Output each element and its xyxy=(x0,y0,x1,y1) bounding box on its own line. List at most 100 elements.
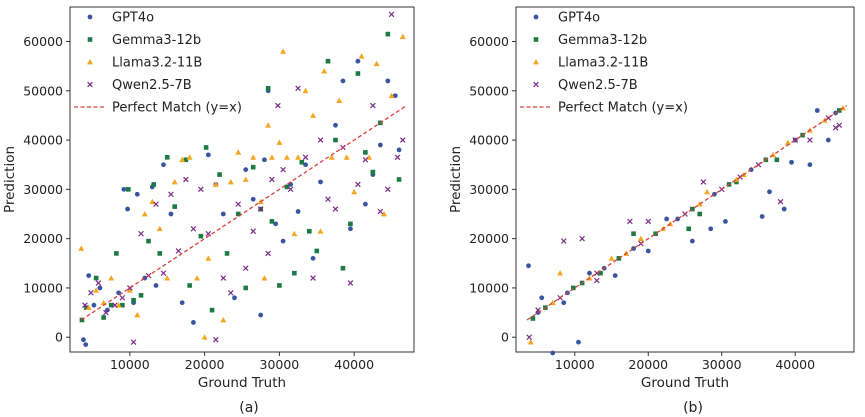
data-point xyxy=(269,176,275,183)
legend-label: Qwen2.5-7B xyxy=(558,78,638,93)
series-gpt4o xyxy=(81,58,402,348)
data-point xyxy=(121,186,127,192)
data-point xyxy=(697,211,702,217)
data-point xyxy=(708,226,714,232)
data-point xyxy=(262,157,267,163)
data-point xyxy=(187,283,192,288)
data-point xyxy=(767,189,772,195)
data-point xyxy=(243,167,249,173)
data-point xyxy=(734,179,739,185)
perfect-match-line xyxy=(526,105,848,321)
data-point xyxy=(704,188,711,195)
y-tick-label: 40000 xyxy=(469,133,509,148)
point-stroke xyxy=(205,230,212,237)
y-tick-label: 10000 xyxy=(469,280,509,295)
data-point xyxy=(91,302,97,308)
data-point xyxy=(280,166,286,173)
data-point xyxy=(627,218,633,225)
data-point xyxy=(608,255,615,261)
data-point xyxy=(97,285,103,291)
data-point xyxy=(317,137,324,143)
data-point xyxy=(351,188,358,195)
legend-label: Gemma3-12b xyxy=(558,33,647,48)
data-point xyxy=(385,186,391,193)
plot-area xyxy=(515,6,855,353)
x-axis-label: Ground Truth xyxy=(198,375,286,391)
point-stroke xyxy=(399,137,406,143)
data-point xyxy=(571,285,576,291)
data-point xyxy=(86,273,92,279)
data-point xyxy=(220,275,227,281)
data-point xyxy=(825,137,831,143)
point-stroke xyxy=(645,218,652,225)
data-point xyxy=(114,251,119,256)
data-point xyxy=(198,186,204,193)
data-point xyxy=(302,154,309,161)
legend-label: Llama3.2-11B xyxy=(558,56,648,71)
point-stroke xyxy=(269,176,275,183)
data-point xyxy=(560,238,567,244)
data-point xyxy=(396,177,402,182)
data-point xyxy=(310,275,316,281)
point-stroke xyxy=(832,124,839,131)
data-point xyxy=(126,287,133,293)
data-point xyxy=(88,290,94,296)
data-point xyxy=(220,316,227,323)
data-point xyxy=(171,178,178,185)
x-tick-label: 30000 xyxy=(260,357,300,372)
data-point xyxy=(179,300,185,306)
point-stroke xyxy=(190,225,197,232)
legend-label: Llama3.2-11B xyxy=(112,56,202,71)
data-point xyxy=(250,196,256,202)
point-stroke xyxy=(198,186,204,193)
point-stroke xyxy=(526,334,533,341)
point-stroke xyxy=(235,201,242,207)
data-point xyxy=(594,277,600,284)
point-stroke xyxy=(370,102,376,109)
data-point xyxy=(93,287,100,293)
point-stroke xyxy=(627,218,633,225)
data-point xyxy=(232,295,237,301)
data-point xyxy=(277,283,282,288)
data-point xyxy=(348,221,353,227)
data-point xyxy=(250,228,257,235)
y-tick-label: 30000 xyxy=(469,182,509,197)
legend-label: Qwen2.5-7B xyxy=(112,78,192,93)
legend-label: GPT4o xyxy=(112,11,154,26)
y-tick-label: 20000 xyxy=(469,231,509,246)
data-point xyxy=(157,251,163,256)
y-axis-label: Prediction xyxy=(2,146,18,213)
data-point xyxy=(530,316,536,321)
data-point xyxy=(83,342,89,348)
data-point xyxy=(664,216,670,222)
data-point xyxy=(612,273,618,279)
data-point xyxy=(186,154,193,160)
data-point xyxy=(527,339,534,345)
data-point xyxy=(314,248,320,254)
data-point xyxy=(250,164,256,170)
panel-caption: (b) xyxy=(683,400,703,416)
data-point xyxy=(317,228,324,234)
point-stroke xyxy=(275,102,281,109)
data-point xyxy=(310,112,317,118)
data-point xyxy=(318,179,323,185)
data-point xyxy=(333,137,338,143)
point-stroke xyxy=(377,208,384,215)
legend-label: Perfect Match (y=x) xyxy=(112,101,242,116)
data-point xyxy=(325,196,331,203)
data-point xyxy=(774,157,780,163)
data-point xyxy=(348,226,353,232)
data-point xyxy=(784,139,791,145)
data-point xyxy=(130,339,137,345)
data-point xyxy=(526,334,533,341)
data-point xyxy=(723,218,728,224)
data-point xyxy=(153,283,159,288)
data-point xyxy=(82,302,88,309)
data-point xyxy=(814,108,820,113)
data-point xyxy=(385,31,391,37)
point-stroke xyxy=(130,339,137,345)
data-point xyxy=(153,201,159,207)
data-point xyxy=(242,176,249,182)
data-point xyxy=(134,191,140,197)
data-point xyxy=(362,156,369,163)
